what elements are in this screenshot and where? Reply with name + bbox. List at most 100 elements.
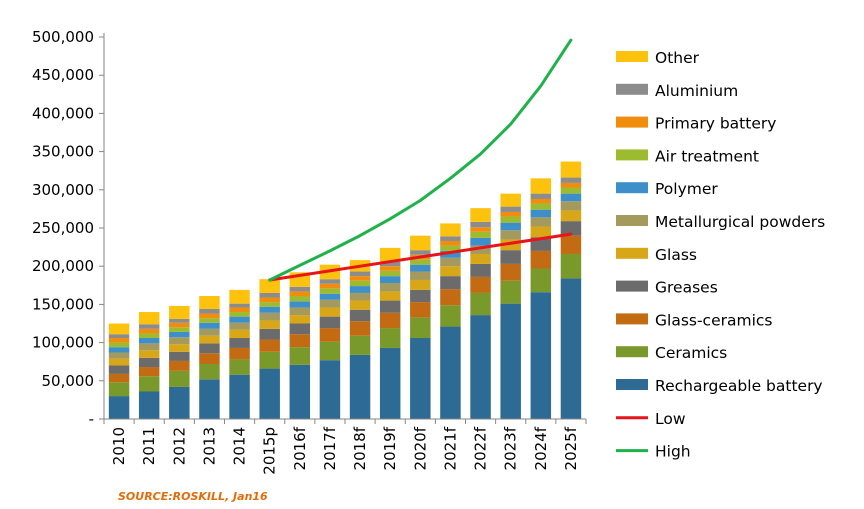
bar-segment-other: [259, 279, 280, 293]
bar-segment-other: [138, 312, 160, 325]
x-tick-label: 2024f: [532, 426, 550, 470]
bar-column-2012: [169, 305, 190, 419]
bar-segment-glass-ceramics: [319, 328, 341, 342]
bar-segment-primary-battery: [530, 198, 552, 204]
bar-segment-glass-ceramics: [199, 353, 220, 364]
bar-segment-metallurgical-powders: [169, 337, 190, 345]
bar-segment-other: [199, 295, 220, 309]
bar-column-2025f: [560, 161, 582, 419]
y-tick-label: 300,000: [32, 181, 94, 199]
bar-segment-polymer: [319, 293, 341, 300]
bar-segment-aluminium: [379, 261, 401, 267]
legend-label: Greases: [655, 279, 718, 297]
bar-segment-rechargeable-battery: [379, 347, 401, 419]
x-tick-label: 2011: [140, 427, 158, 465]
bar-segment-air-treatment: [500, 216, 521, 223]
x-tick-label: 2023f: [502, 426, 520, 470]
bar-segment-ceramics: [349, 335, 371, 355]
bar-column-2022f: [470, 208, 491, 419]
y-tick-label: 450,000: [32, 66, 94, 84]
bar-segment-glass: [229, 329, 250, 339]
legend-item-greases: Greases: [616, 279, 718, 297]
legend-label: Primary battery: [655, 115, 776, 133]
bar-segment-metallurgical-powders: [500, 230, 521, 240]
bar-segment-ceramics: [470, 292, 491, 316]
bar-segment-air-treatment: [199, 318, 220, 323]
bar-column-2024f: [530, 178, 552, 419]
bar-segment-rechargeable-battery: [500, 303, 521, 419]
bar-column-2023f: [500, 193, 521, 419]
bar-segment-metallurgical-powders: [560, 201, 582, 211]
bar-segment-ceramics: [138, 376, 160, 392]
bar-segment-metallurgical-powders: [108, 352, 130, 359]
bar-segment-rechargeable-battery: [530, 292, 552, 419]
bar-segment-glass: [410, 279, 431, 290]
legend-label: High: [655, 443, 691, 461]
bar-segment-greases: [319, 316, 341, 329]
bar-segment-aluminium: [440, 236, 461, 241]
bar-segment-glass: [289, 315, 311, 324]
bar-segment-greases: [470, 263, 491, 277]
bar-segment-glass-ceramics: [440, 289, 461, 306]
bar-segment-primary-battery: [560, 182, 582, 188]
bar-segment-rechargeable-battery: [440, 326, 461, 419]
bar-segment-primary-battery: [349, 276, 371, 281]
legend-swatch: [616, 247, 648, 259]
bar-segment-glass-ceramics: [410, 302, 431, 318]
legend-label: Polymer: [655, 180, 718, 198]
bar-segment-air-treatment: [169, 327, 190, 332]
bar-segment-greases: [410, 289, 431, 303]
x-tick-label: 2015p: [261, 427, 279, 475]
bar-segment-polymer: [410, 264, 431, 272]
bar-segment-primary-battery: [259, 297, 280, 303]
line-low: [268, 232, 573, 282]
x-tick-label: 2022f: [472, 426, 490, 470]
bar-segment-glass-ceramics: [289, 334, 311, 348]
y-tick-label: 150,000: [32, 295, 94, 313]
bar-segment-aluminium: [530, 193, 552, 199]
bar-segment-glass: [169, 344, 190, 352]
x-tick-label: 2017f: [321, 426, 339, 470]
bar-segment-ceramics: [169, 370, 190, 387]
bar-segment-rechargeable-battery: [470, 315, 491, 419]
bar-segment-glass: [199, 335, 220, 344]
bar-segment-rechargeable-battery: [289, 364, 311, 419]
bar-segment-glass: [560, 210, 582, 222]
x-axis: 2010 2011 2012 2013 2014 2015p 2016f 2017f 2018f…: [103, 418, 587, 475]
bar-segment-glass-ceramics: [229, 347, 250, 360]
bar-segment-metallurgical-powders: [319, 299, 341, 308]
bar-segment-rechargeable-battery: [560, 278, 582, 419]
bar-segment-polymer: [138, 338, 160, 344]
x-tick-label: 2013: [200, 427, 218, 465]
legend-item-glass-ceramics: Glass-ceramics: [616, 311, 773, 329]
legend-swatch: [616, 346, 648, 358]
bar-segment-ceramics: [379, 328, 401, 348]
legend-item-rechargeable-battery: Rechargeable battery: [616, 377, 823, 395]
bar-column-2011: [138, 312, 160, 419]
bar-segment-ceramics: [440, 305, 461, 327]
y-tick-label: 200,000: [32, 257, 94, 275]
bar-segment-greases: [199, 343, 220, 354]
bar-segment-other: [500, 193, 521, 207]
legend-item-low: Low: [616, 410, 686, 428]
bar-segment-air-treatment: [259, 302, 280, 307]
bar-segment-air-treatment: [319, 288, 341, 294]
bar-segment-polymer: [440, 250, 461, 258]
bar-segment-aluminium: [259, 292, 280, 298]
bar-column-2016f: [289, 272, 311, 419]
bar-segment-air-treatment: [470, 231, 491, 238]
bar-segment-rechargeable-battery: [410, 338, 431, 419]
x-tick-label: 2010: [110, 427, 128, 465]
bar-segment-other: [410, 235, 431, 251]
legend-swatch: [616, 182, 648, 194]
legend-swatch: [616, 379, 648, 390]
bar-segment-glass-ceramics: [379, 312, 401, 329]
legend-item-glass: Glass: [616, 246, 697, 264]
bar-column-2010: [108, 323, 130, 419]
line-high: [268, 38, 573, 282]
bar-segment-rechargeable-battery: [108, 396, 130, 419]
bar-segment-metallurgical-powders: [530, 217, 552, 227]
bar-segment-air-treatment: [138, 333, 160, 339]
bar-segment-greases: [138, 357, 160, 368]
